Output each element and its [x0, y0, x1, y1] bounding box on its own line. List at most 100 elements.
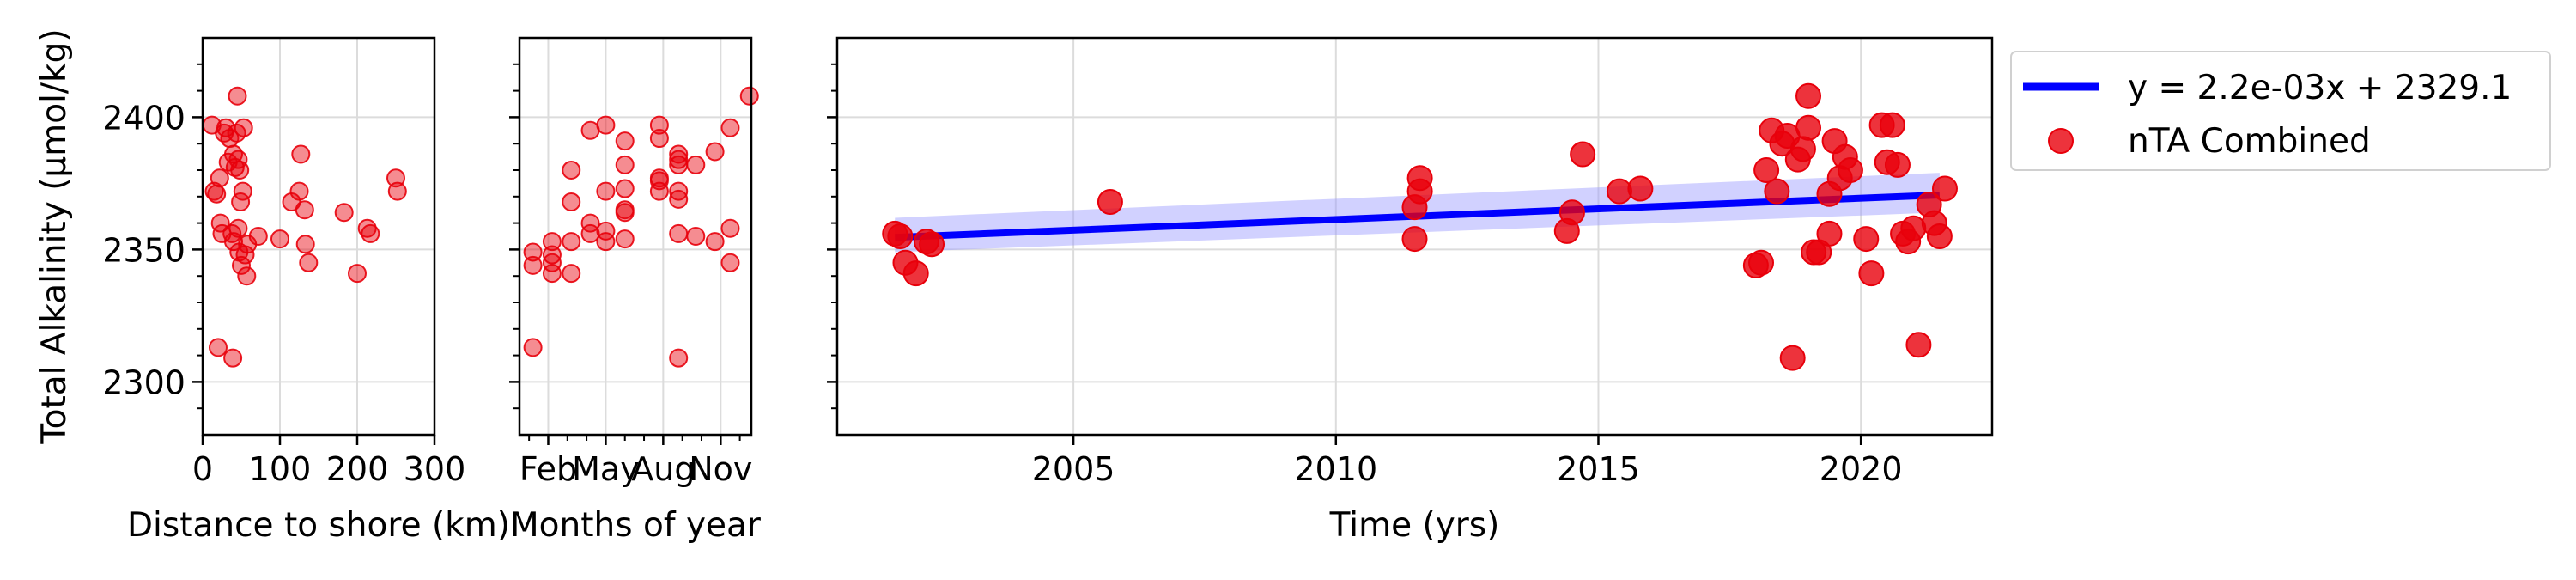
data-point: [232, 255, 251, 275]
data-point: [1764, 178, 1790, 205]
data-point: [542, 264, 562, 284]
data-point: [1795, 114, 1822, 141]
data-point: [1795, 82, 1822, 109]
data-point: [334, 203, 354, 223]
y-axis-title: Total Alkalinity (μmol/kg): [35, 28, 74, 444]
data-point: [223, 348, 243, 368]
data-point: [295, 200, 314, 220]
data-point: [615, 203, 635, 223]
x-tick-label: Nov: [689, 450, 752, 488]
data-point: [705, 232, 725, 252]
y-tick-label: 2350: [102, 231, 185, 269]
data-point: [1858, 260, 1885, 287]
x-tick-label: 2005: [1032, 450, 1115, 488]
legend-point-marker: [2048, 128, 2074, 154]
data-point: [237, 266, 257, 286]
data-point: [1748, 249, 1774, 276]
data-point: [1879, 112, 1905, 138]
data-point: [233, 181, 252, 201]
legend-label-points: nTA Combined: [2128, 122, 2371, 161]
data-point: [615, 229, 635, 249]
data-point: [523, 242, 543, 262]
x-tick-label: Aug: [631, 450, 695, 488]
data-point: [357, 218, 377, 238]
data-point: [1905, 332, 1932, 358]
data-point: [580, 213, 600, 233]
axes-frame: [835, 36, 1994, 437]
panel-distance: 0 100 200 300 2300 2350 2400 Distance to shore …: [35, 28, 510, 545]
data-point: [739, 86, 759, 106]
data-point: [295, 235, 315, 254]
data-point: [523, 338, 543, 357]
data-point: [902, 260, 929, 287]
panel-time: 2005 2010 2015 2020 Time (yrs): [827, 36, 1994, 545]
data-point: [348, 264, 367, 284]
data-point: [669, 144, 689, 164]
data-point: [720, 218, 740, 238]
data-point: [1627, 175, 1654, 202]
data-point: [1926, 223, 1953, 249]
data-point: [1931, 175, 1958, 202]
data-point: [234, 118, 253, 137]
data-point: [1837, 157, 1863, 183]
x-axis-title: Distance to shore (km): [127, 506, 510, 545]
data-point: [686, 155, 706, 174]
legend-label-fit: y = 2.2e-03x + 2329.1: [2128, 69, 2512, 107]
data-point: [562, 264, 581, 284]
data-point: [230, 161, 250, 180]
data-point: [1884, 151, 1911, 178]
data-point: [615, 155, 635, 174]
data-point: [919, 231, 945, 258]
x-tick-label: 300: [404, 450, 466, 488]
x-tick-label: 2020: [1820, 450, 1903, 488]
data-point: [669, 150, 689, 169]
data-point: [720, 253, 740, 272]
data-point: [649, 129, 669, 149]
data-point: [1779, 345, 1806, 371]
axes-frame: [518, 36, 753, 437]
data-point: [289, 181, 309, 201]
data-point: [580, 223, 600, 243]
data-point: [523, 255, 543, 275]
data-point: [649, 115, 669, 135]
y-tick-label: 2300: [102, 363, 185, 401]
data-point: [270, 229, 289, 249]
data-point: [248, 227, 268, 246]
data-point: [1853, 226, 1880, 253]
x-tick-label: 200: [326, 450, 389, 488]
data-point: [686, 227, 706, 246]
data-point: [291, 144, 311, 164]
x-axis-title: Months of year: [510, 506, 762, 545]
x-axis-title: Time (yrs): [1329, 506, 1500, 545]
data-point: [1097, 188, 1123, 215]
data-point: [649, 181, 669, 201]
data-point: [669, 155, 689, 174]
data-point: [720, 118, 740, 137]
x-tick-label: May: [572, 450, 640, 488]
data-point: [387, 181, 407, 201]
data-point: [1406, 165, 1433, 192]
data-point: [887, 223, 914, 249]
legend-frame: [2010, 51, 2551, 171]
data-point: [1789, 136, 1816, 162]
data-point: [596, 232, 616, 252]
data-point: [1570, 141, 1596, 168]
data-point: [1816, 220, 1843, 247]
data-point: [649, 171, 669, 191]
data-point: [542, 253, 562, 272]
data-point: [228, 86, 247, 106]
data-point: [615, 179, 635, 198]
data-point: [669, 189, 689, 209]
data-point: [299, 253, 319, 272]
x-tick-label: 100: [249, 450, 312, 488]
data-point: [669, 223, 689, 243]
x-tick-label: Feb: [519, 450, 577, 488]
data-point: [228, 218, 248, 238]
data-point: [562, 192, 581, 211]
data-point: [596, 221, 616, 241]
data-point: [1401, 226, 1428, 253]
data-point: [542, 232, 562, 252]
data-point: [596, 181, 616, 201]
